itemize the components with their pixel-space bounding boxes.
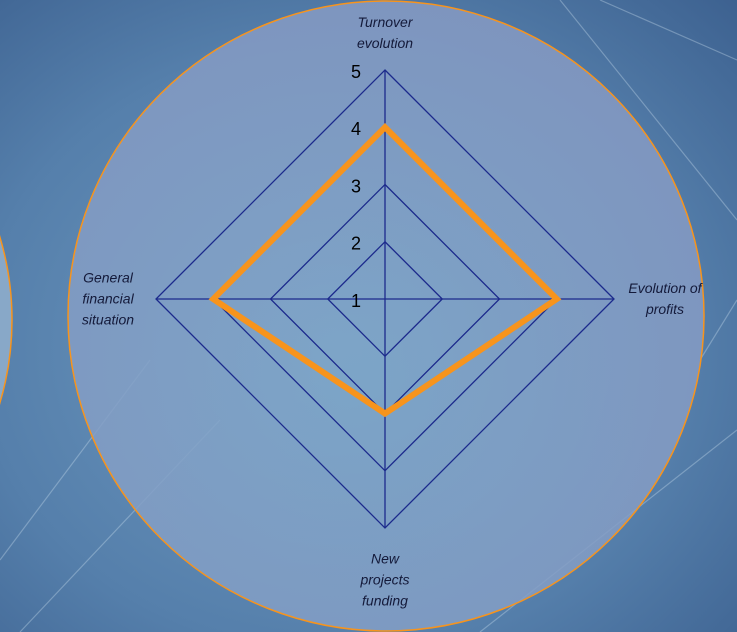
r-tick-label: 5 — [351, 62, 361, 82]
chart-disc — [67, 0, 705, 632]
category-label: Evolution of profits — [628, 280, 702, 317]
side-disc — [0, 235, 13, 405]
r-tick-label: 4 — [351, 119, 361, 139]
series-line — [208, 123, 562, 418]
r-tick-label: 2 — [351, 234, 361, 254]
r-tick-label: 3 — [351, 176, 361, 196]
r-tick-label: 1 — [351, 291, 361, 311]
category-label: General financial situation — [81, 269, 135, 328]
category-label: New projects funding — [360, 550, 410, 609]
category-label: Turnover evolution — [356, 14, 414, 51]
